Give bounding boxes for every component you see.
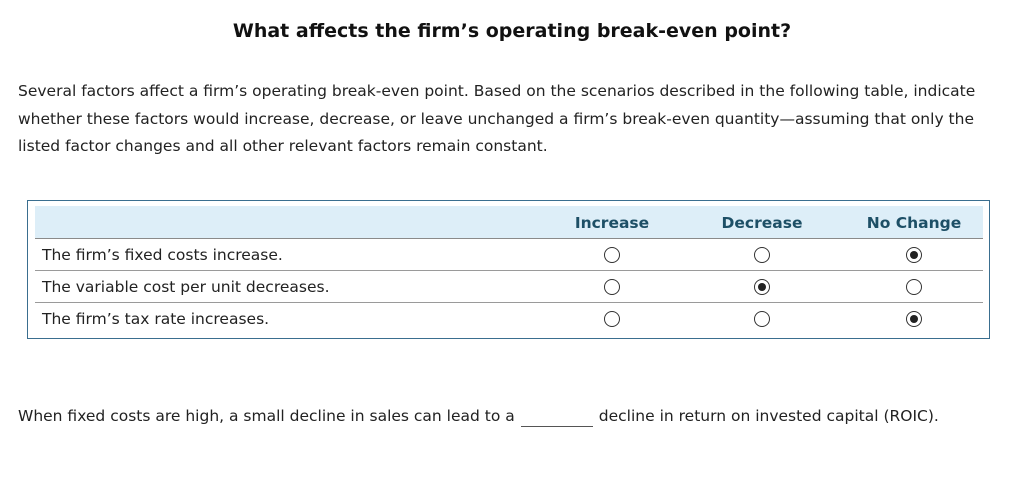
table-row-variable-cost: The variable cost per unit decreases. [35,271,983,303]
table-header-row: Increase Decrease No Change [35,206,983,239]
column-header-no-change: No Change [866,214,962,232]
radio-variable-cost-no-change[interactable] [906,279,922,295]
question-text-before: When fixed costs are high, a small decli… [18,407,515,425]
column-header-decrease: Decrease [721,214,803,232]
fill-in-question: When fixed costs are high, a small decli… [18,402,1008,430]
radio-fixed-costs-increase[interactable] [604,247,620,263]
radio-variable-cost-decrease[interactable] [754,279,770,295]
intro-paragraph: Several factors affect a firm’s operatin… [18,82,976,155]
answer-blank[interactable] [520,408,593,427]
factors-table: Increase Decrease No Change The firm’s f… [27,200,990,339]
radio-fixed-costs-no-change[interactable] [906,247,922,263]
page-title: What affects the firm’s operating break-… [232,20,792,42]
row-label: The variable cost per unit decreases. [42,278,330,296]
column-header-increase: Increase [574,214,650,232]
radio-variable-cost-increase[interactable] [604,279,620,295]
radio-tax-rate-decrease[interactable] [754,311,770,327]
radio-fixed-costs-decrease[interactable] [754,247,770,263]
question-text-after: decline in return on invested capital (R… [598,407,939,425]
row-label: The firm’s tax rate increases. [42,310,270,328]
table-row-tax-rate: The firm’s tax rate increases. [35,303,983,334]
table-row-fixed-costs: The firm’s fixed costs increase. [35,239,983,271]
row-label: The firm’s fixed costs increase. [42,246,283,264]
radio-tax-rate-no-change[interactable] [906,311,922,327]
radio-tax-rate-increase[interactable] [604,311,620,327]
